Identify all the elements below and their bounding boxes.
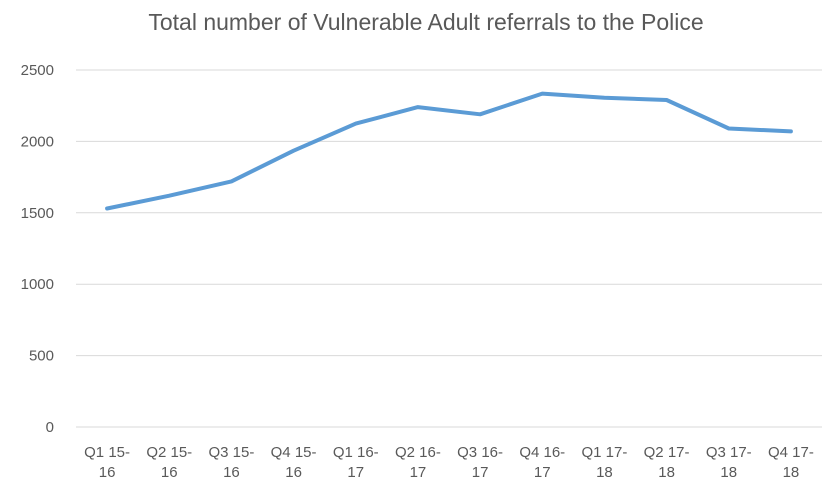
x-tick-label: Q4 15-16 [271,444,317,481]
x-tick-label: Q1 15-16 [84,444,130,481]
y-tick-label: 2000 [21,133,54,150]
x-tick-label: Q2 15-16 [146,444,192,481]
x-tick-label: Q2 16-17 [395,444,441,481]
y-tick-label: 1500 [21,205,54,222]
x-tick-label: Q1 16-17 [333,444,379,481]
y-tick-label: 2500 [21,62,54,79]
x-tick-label: Q3 15-16 [208,444,254,481]
y-tick-label: 0 [46,419,54,436]
y-tick-label: 1000 [21,276,54,293]
x-tick-label: Q4 16-17 [519,444,565,481]
x-tick-label: Q3 16-17 [457,444,503,481]
line-series [105,91,793,211]
x-tick-label: Q2 17-18 [644,444,690,481]
x-tick-label: Q1 17-18 [581,444,627,481]
y-tick-label: 500 [29,348,54,365]
x-tick-label: Q3 17-18 [706,444,752,481]
x-tick-label: Q4 17-18 [768,444,814,481]
chart-title: Total number of Vulnerable Adult referra… [148,9,703,35]
